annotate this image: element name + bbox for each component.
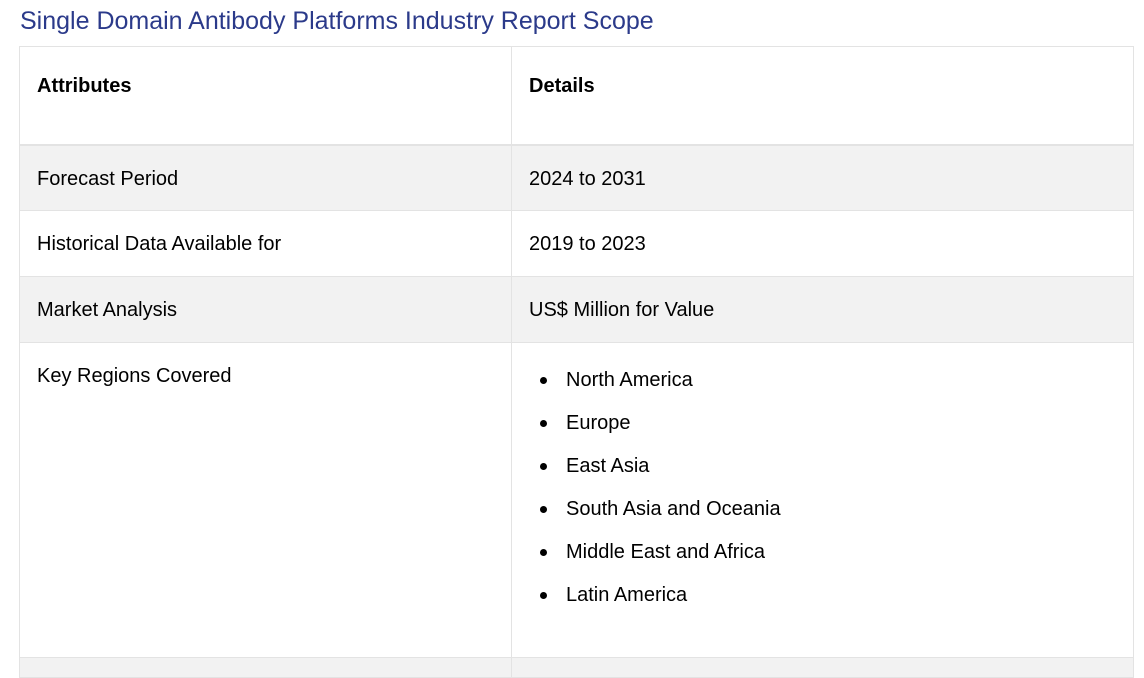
report-scope-table: Attributes Details Forecast Period 2024 … <box>19 46 1134 678</box>
list-item: East Asia <box>540 454 1133 478</box>
detail-cell: US$ Million for Value <box>511 276 1134 343</box>
bullet-icon <box>540 377 547 384</box>
bullet-icon <box>540 420 547 427</box>
detail-cell: 2024 to 2031 <box>511 144 1134 211</box>
bullet-icon <box>540 549 547 556</box>
table-row: Key Regions Covered North America Europe… <box>19 342 1134 658</box>
region-label: East Asia <box>566 455 650 477</box>
list-item: South Asia and Oceania <box>540 497 1133 521</box>
bullet-icon <box>540 463 547 470</box>
table-row: Market Analysis US$ Million for Value <box>19 276 1134 343</box>
table-header-row: Attributes Details <box>19 46 1134 146</box>
bullet-icon <box>540 506 547 513</box>
region-label: Latin America <box>566 584 688 606</box>
header-attributes: Attributes <box>19 46 512 146</box>
table-row: Historical Data Available for 2019 to 20… <box>19 210 1134 277</box>
detail-cell: 2019 to 2023 <box>511 210 1134 277</box>
header-details: Details <box>511 46 1134 146</box>
list-item: Latin America <box>540 583 1133 607</box>
attribute-cell: Historical Data Available for <box>19 210 512 277</box>
list-item: Middle East and Africa <box>540 540 1133 564</box>
detail-cell: North America Europe East Asia South Asi… <box>511 342 1134 658</box>
table-row: Forecast Period 2024 to 2031 <box>19 144 1134 211</box>
attribute-cell: Key Regions Covered <box>19 342 512 658</box>
region-label: South Asia and Oceania <box>566 498 781 520</box>
list-item: Europe <box>540 411 1133 435</box>
region-label: Middle East and Africa <box>566 541 765 563</box>
page-title: Single Domain Antibody Platforms Industr… <box>20 7 654 35</box>
region-label: North America <box>566 369 693 391</box>
region-label: Europe <box>566 412 631 434</box>
list-item: North America <box>540 368 1133 392</box>
attribute-cell: Market Analysis <box>19 276 512 343</box>
bullet-icon <box>540 592 547 599</box>
regions-list: North America Europe East Asia South Asi… <box>529 368 1133 607</box>
attribute-cell: Forecast Period <box>19 144 512 211</box>
